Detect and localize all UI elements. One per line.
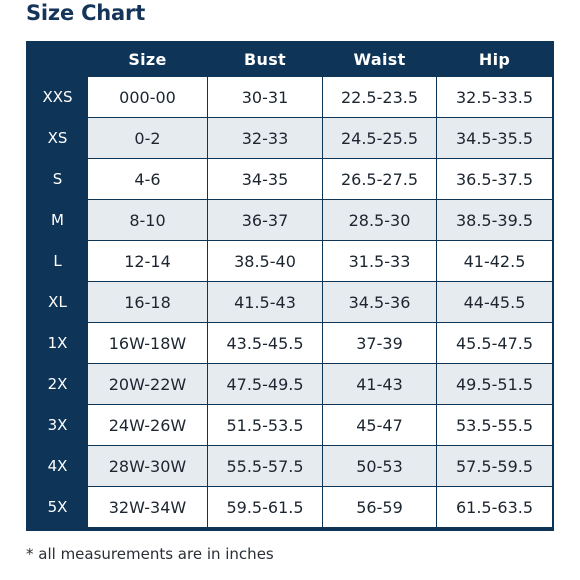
table-header-row: Size Bust Waist Hip — [28, 43, 552, 76]
waist-cell: 34.5-36 — [323, 282, 436, 322]
size-cell: 0-2 — [88, 118, 207, 158]
column-header-size: Size — [88, 43, 207, 76]
row-label: 3X — [28, 405, 87, 445]
bust-cell: 51.5-53.5 — [208, 405, 322, 445]
table-row: XS 0-2 32-33 24.5-25.5 34.5-35.5 — [28, 118, 552, 158]
waist-cell: 31.5-33 — [323, 241, 436, 281]
waist-cell: 56-59 — [323, 487, 436, 527]
page-title: Size Chart — [26, 1, 146, 25]
hip-cell: 61.5-63.5 — [437, 487, 552, 527]
row-label: S — [28, 159, 87, 199]
row-label: M — [28, 200, 87, 240]
hip-cell: 49.5-51.5 — [437, 364, 552, 404]
bust-cell: 36-37 — [208, 200, 322, 240]
size-cell: 8-10 — [88, 200, 207, 240]
size-cell: 20W-22W — [88, 364, 207, 404]
hip-cell: 36.5-37.5 — [437, 159, 552, 199]
measurement-footnote: * all measurements are in inches — [26, 545, 274, 563]
waist-cell: 26.5-27.5 — [323, 159, 436, 199]
hip-cell: 57.5-59.5 — [437, 446, 552, 486]
column-header-bust: Bust — [208, 43, 322, 76]
size-chart-table-frame: Size Bust Waist Hip XXS 000-00 30-31 22.… — [26, 41, 554, 531]
hip-cell: 41-42.5 — [437, 241, 552, 281]
column-header-hip: Hip — [437, 43, 552, 76]
table-row: 5X 32W-34W 59.5-61.5 56-59 61.5-63.5 — [28, 487, 552, 527]
table-row: 4X 28W-30W 55.5-57.5 50-53 57.5-59.5 — [28, 446, 552, 486]
waist-cell: 50-53 — [323, 446, 436, 486]
bust-cell: 59.5-61.5 — [208, 487, 322, 527]
size-cell: 4-6 — [88, 159, 207, 199]
hip-cell: 34.5-35.5 — [437, 118, 552, 158]
bust-cell: 38.5-40 — [208, 241, 322, 281]
bust-cell: 55.5-57.5 — [208, 446, 322, 486]
row-label: XXS — [28, 77, 87, 117]
size-cell: 16W-18W — [88, 323, 207, 363]
table-row: 2X 20W-22W 47.5-49.5 41-43 49.5-51.5 — [28, 364, 552, 404]
bust-cell: 32-33 — [208, 118, 322, 158]
waist-cell: 41-43 — [323, 364, 436, 404]
row-label: XL — [28, 282, 87, 322]
table-row: XXS 000-00 30-31 22.5-23.5 32.5-33.5 — [28, 77, 552, 117]
waist-cell: 37-39 — [323, 323, 436, 363]
table-row: S 4-6 34-35 26.5-27.5 36.5-37.5 — [28, 159, 552, 199]
table-row: XL 16-18 41.5-43 34.5-36 44-45.5 — [28, 282, 552, 322]
bust-cell: 47.5-49.5 — [208, 364, 322, 404]
row-label: 4X — [28, 446, 87, 486]
size-cell: 16-18 — [88, 282, 207, 322]
waist-cell: 22.5-23.5 — [323, 77, 436, 117]
column-header-waist: Waist — [323, 43, 436, 76]
row-label: XS — [28, 118, 87, 158]
size-cell: 000-00 — [88, 77, 207, 117]
hip-cell: 44-45.5 — [437, 282, 552, 322]
size-cell: 24W-26W — [88, 405, 207, 445]
waist-cell: 45-47 — [323, 405, 436, 445]
hip-cell: 53.5-55.5 — [437, 405, 552, 445]
row-label: 2X — [28, 364, 87, 404]
row-label: 1X — [28, 323, 87, 363]
row-label: 5X — [28, 487, 87, 527]
table-row: 3X 24W-26W 51.5-53.5 45-47 53.5-55.5 — [28, 405, 552, 445]
table-row: L 12-14 38.5-40 31.5-33 41-42.5 — [28, 241, 552, 281]
bust-cell: 43.5-45.5 — [208, 323, 322, 363]
waist-cell: 24.5-25.5 — [323, 118, 436, 158]
table-row: 1X 16W-18W 43.5-45.5 37-39 45.5-47.5 — [28, 323, 552, 363]
size-cell: 12-14 — [88, 241, 207, 281]
waist-cell: 28.5-30 — [323, 200, 436, 240]
size-chart-table: Size Bust Waist Hip XXS 000-00 30-31 22.… — [27, 42, 553, 528]
bust-cell: 41.5-43 — [208, 282, 322, 322]
bust-cell: 30-31 — [208, 77, 322, 117]
row-label: L — [28, 241, 87, 281]
size-cell: 28W-30W — [88, 446, 207, 486]
bust-cell: 34-35 — [208, 159, 322, 199]
hip-cell: 45.5-47.5 — [437, 323, 552, 363]
hip-cell: 38.5-39.5 — [437, 200, 552, 240]
table-row: M 8-10 36-37 28.5-30 38.5-39.5 — [28, 200, 552, 240]
size-cell: 32W-34W — [88, 487, 207, 527]
column-header-corner — [28, 43, 87, 76]
hip-cell: 32.5-33.5 — [437, 77, 552, 117]
